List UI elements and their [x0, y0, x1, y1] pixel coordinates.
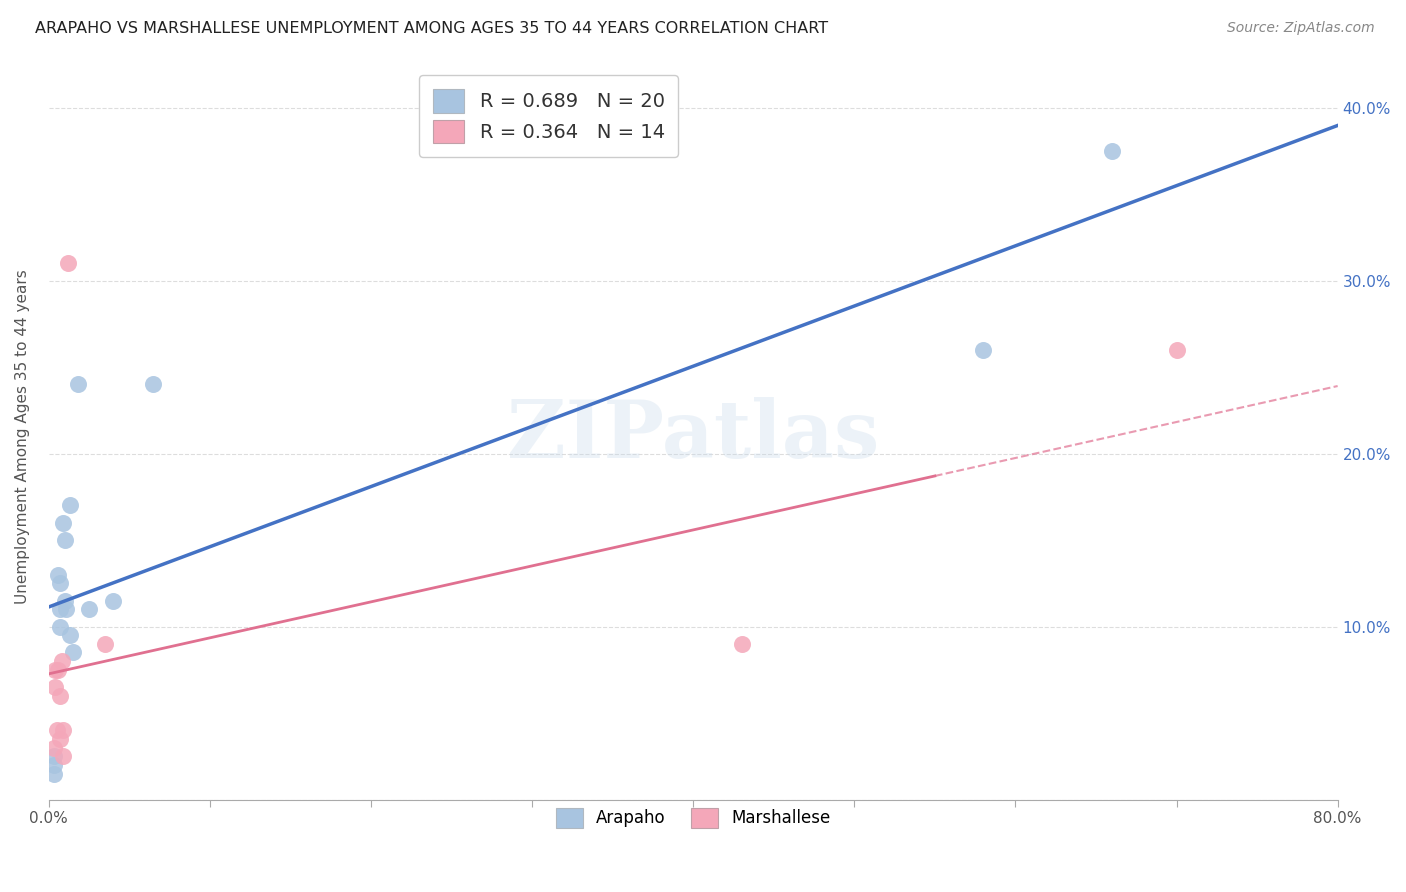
Point	[59, 499, 82, 513]
Point	[103, 593, 125, 607]
Point	[49, 619, 72, 633]
Point	[62, 645, 84, 659]
Point	[51, 654, 73, 668]
Point	[142, 377, 165, 392]
Point	[42, 740, 65, 755]
Point	[56, 256, 79, 270]
Point	[730, 637, 752, 651]
Point	[52, 516, 75, 530]
Point	[42, 758, 65, 772]
Point	[94, 637, 117, 651]
Point	[77, 602, 100, 616]
Point	[52, 749, 75, 764]
Text: Source: ZipAtlas.com: Source: ZipAtlas.com	[1227, 21, 1375, 36]
Point	[42, 749, 65, 764]
Point	[44, 663, 66, 677]
Point	[49, 602, 72, 616]
Point	[48, 663, 70, 677]
Point	[49, 689, 72, 703]
Point	[49, 576, 72, 591]
Point	[1101, 144, 1123, 158]
Point	[42, 766, 65, 780]
Point	[59, 628, 82, 642]
Point	[44, 680, 66, 694]
Point	[55, 602, 77, 616]
Point	[52, 723, 75, 738]
Y-axis label: Unemployment Among Ages 35 to 44 years: Unemployment Among Ages 35 to 44 years	[15, 268, 30, 604]
Point	[1166, 343, 1188, 357]
Point	[53, 533, 76, 547]
Point	[972, 343, 994, 357]
Point	[45, 723, 67, 738]
Point	[53, 593, 76, 607]
Point	[49, 731, 72, 746]
Text: ARAPAHO VS MARSHALLESE UNEMPLOYMENT AMONG AGES 35 TO 44 YEARS CORRELATION CHART: ARAPAHO VS MARSHALLESE UNEMPLOYMENT AMON…	[35, 21, 828, 37]
Point	[48, 567, 70, 582]
Text: ZIPatlas: ZIPatlas	[508, 397, 879, 475]
Point	[66, 377, 89, 392]
Legend: Arapaho, Marshallese: Arapaho, Marshallese	[550, 801, 837, 835]
